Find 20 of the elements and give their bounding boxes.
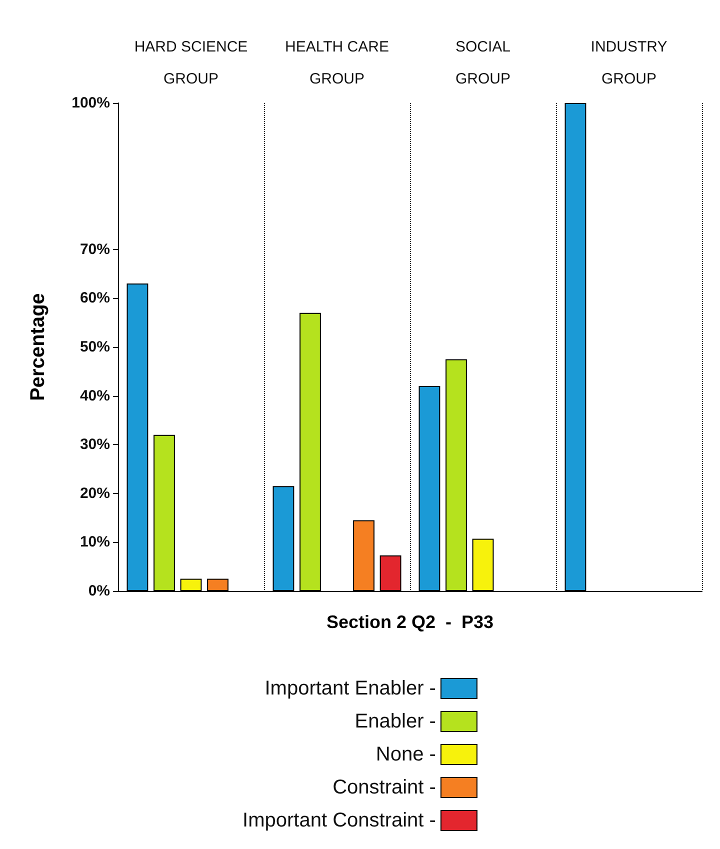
legend-label: Important Enabler - — [264, 678, 436, 700]
x-tick-label: HEALTH CARE GROUP — [285, 38, 389, 88]
legend-label: Constraint - — [332, 776, 436, 798]
y-tick-label: 10% — [80, 534, 110, 551]
y-tick-label: 0% — [88, 582, 110, 600]
y-tick-label: 20% — [80, 484, 110, 502]
legend-label: None - — [376, 744, 436, 766]
x-tick-label: HARD SCIENCE GROUP — [134, 38, 248, 88]
x-tick-label: SOCIAL GROUP — [455, 38, 511, 88]
y-tick-label: 50% — [80, 338, 110, 356]
y-tick-label: 30% — [80, 436, 110, 454]
legend-label: Important Constraint - — [242, 810, 436, 832]
y-tick-label: 70% — [80, 240, 110, 258]
legend-label: Enabler - — [354, 710, 436, 732]
y-axis-title: Percentage — [27, 293, 49, 401]
x-tick-label: INDUSTRY GROUP — [590, 38, 668, 88]
y-tick-label: 40% — [80, 387, 110, 404]
y-tick-label: 60% — [80, 290, 110, 307]
x-axis-title: Section 2 Q2 - P33 — [326, 612, 494, 632]
y-tick-label: 100% — [72, 94, 110, 112]
